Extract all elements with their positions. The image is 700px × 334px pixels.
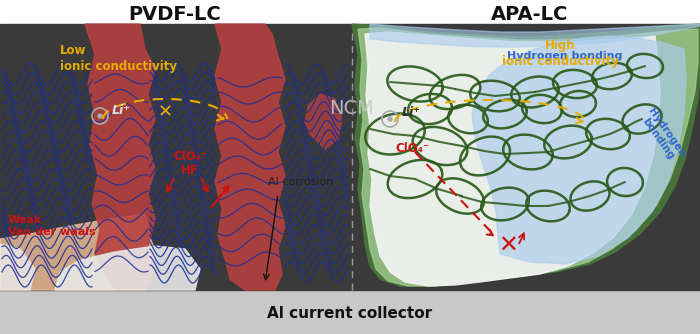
Circle shape: [98, 114, 102, 118]
Text: Hydrogen bonding: Hydrogen bonding: [508, 51, 623, 61]
Text: Li⁺: Li⁺: [112, 104, 131, 117]
Polygon shape: [370, 24, 700, 47]
Text: Al current collector: Al current collector: [267, 307, 433, 322]
Polygon shape: [472, 36, 686, 264]
Text: APA-LC: APA-LC: [491, 4, 568, 23]
Polygon shape: [55, 246, 200, 290]
Circle shape: [388, 117, 392, 121]
Bar: [0, 24, 700, 290]
Text: Al corrosion: Al corrosion: [268, 177, 333, 187]
Text: ClO₄⁻: ClO₄⁻: [395, 143, 429, 156]
Text: High
ionic conductivity: High ionic conductivity: [501, 39, 619, 68]
Polygon shape: [305, 94, 342, 149]
Text: PVDF-LC: PVDF-LC: [129, 4, 221, 23]
Text: Li⁺: Li⁺: [402, 106, 421, 119]
Text: Low
ionic conductivity: Low ionic conductivity: [60, 44, 177, 73]
Text: NCM: NCM: [330, 100, 374, 119]
Polygon shape: [352, 24, 700, 286]
Polygon shape: [85, 24, 155, 290]
Polygon shape: [0, 214, 155, 290]
Polygon shape: [215, 24, 285, 290]
Text: Weak
Van der waals: Weak Van der waals: [8, 215, 96, 237]
Bar: [0, 288, 700, 334]
Text: Hydrogen
bonding: Hydrogen bonding: [637, 107, 687, 165]
Polygon shape: [365, 32, 660, 286]
Polygon shape: [358, 28, 698, 286]
Text: ✕: ✕: [158, 103, 173, 121]
Polygon shape: [0, 244, 35, 290]
Text: HF: HF: [181, 165, 199, 177]
Text: ClO₄⁻: ClO₄⁻: [173, 150, 207, 163]
Text: ✕: ✕: [498, 234, 518, 258]
